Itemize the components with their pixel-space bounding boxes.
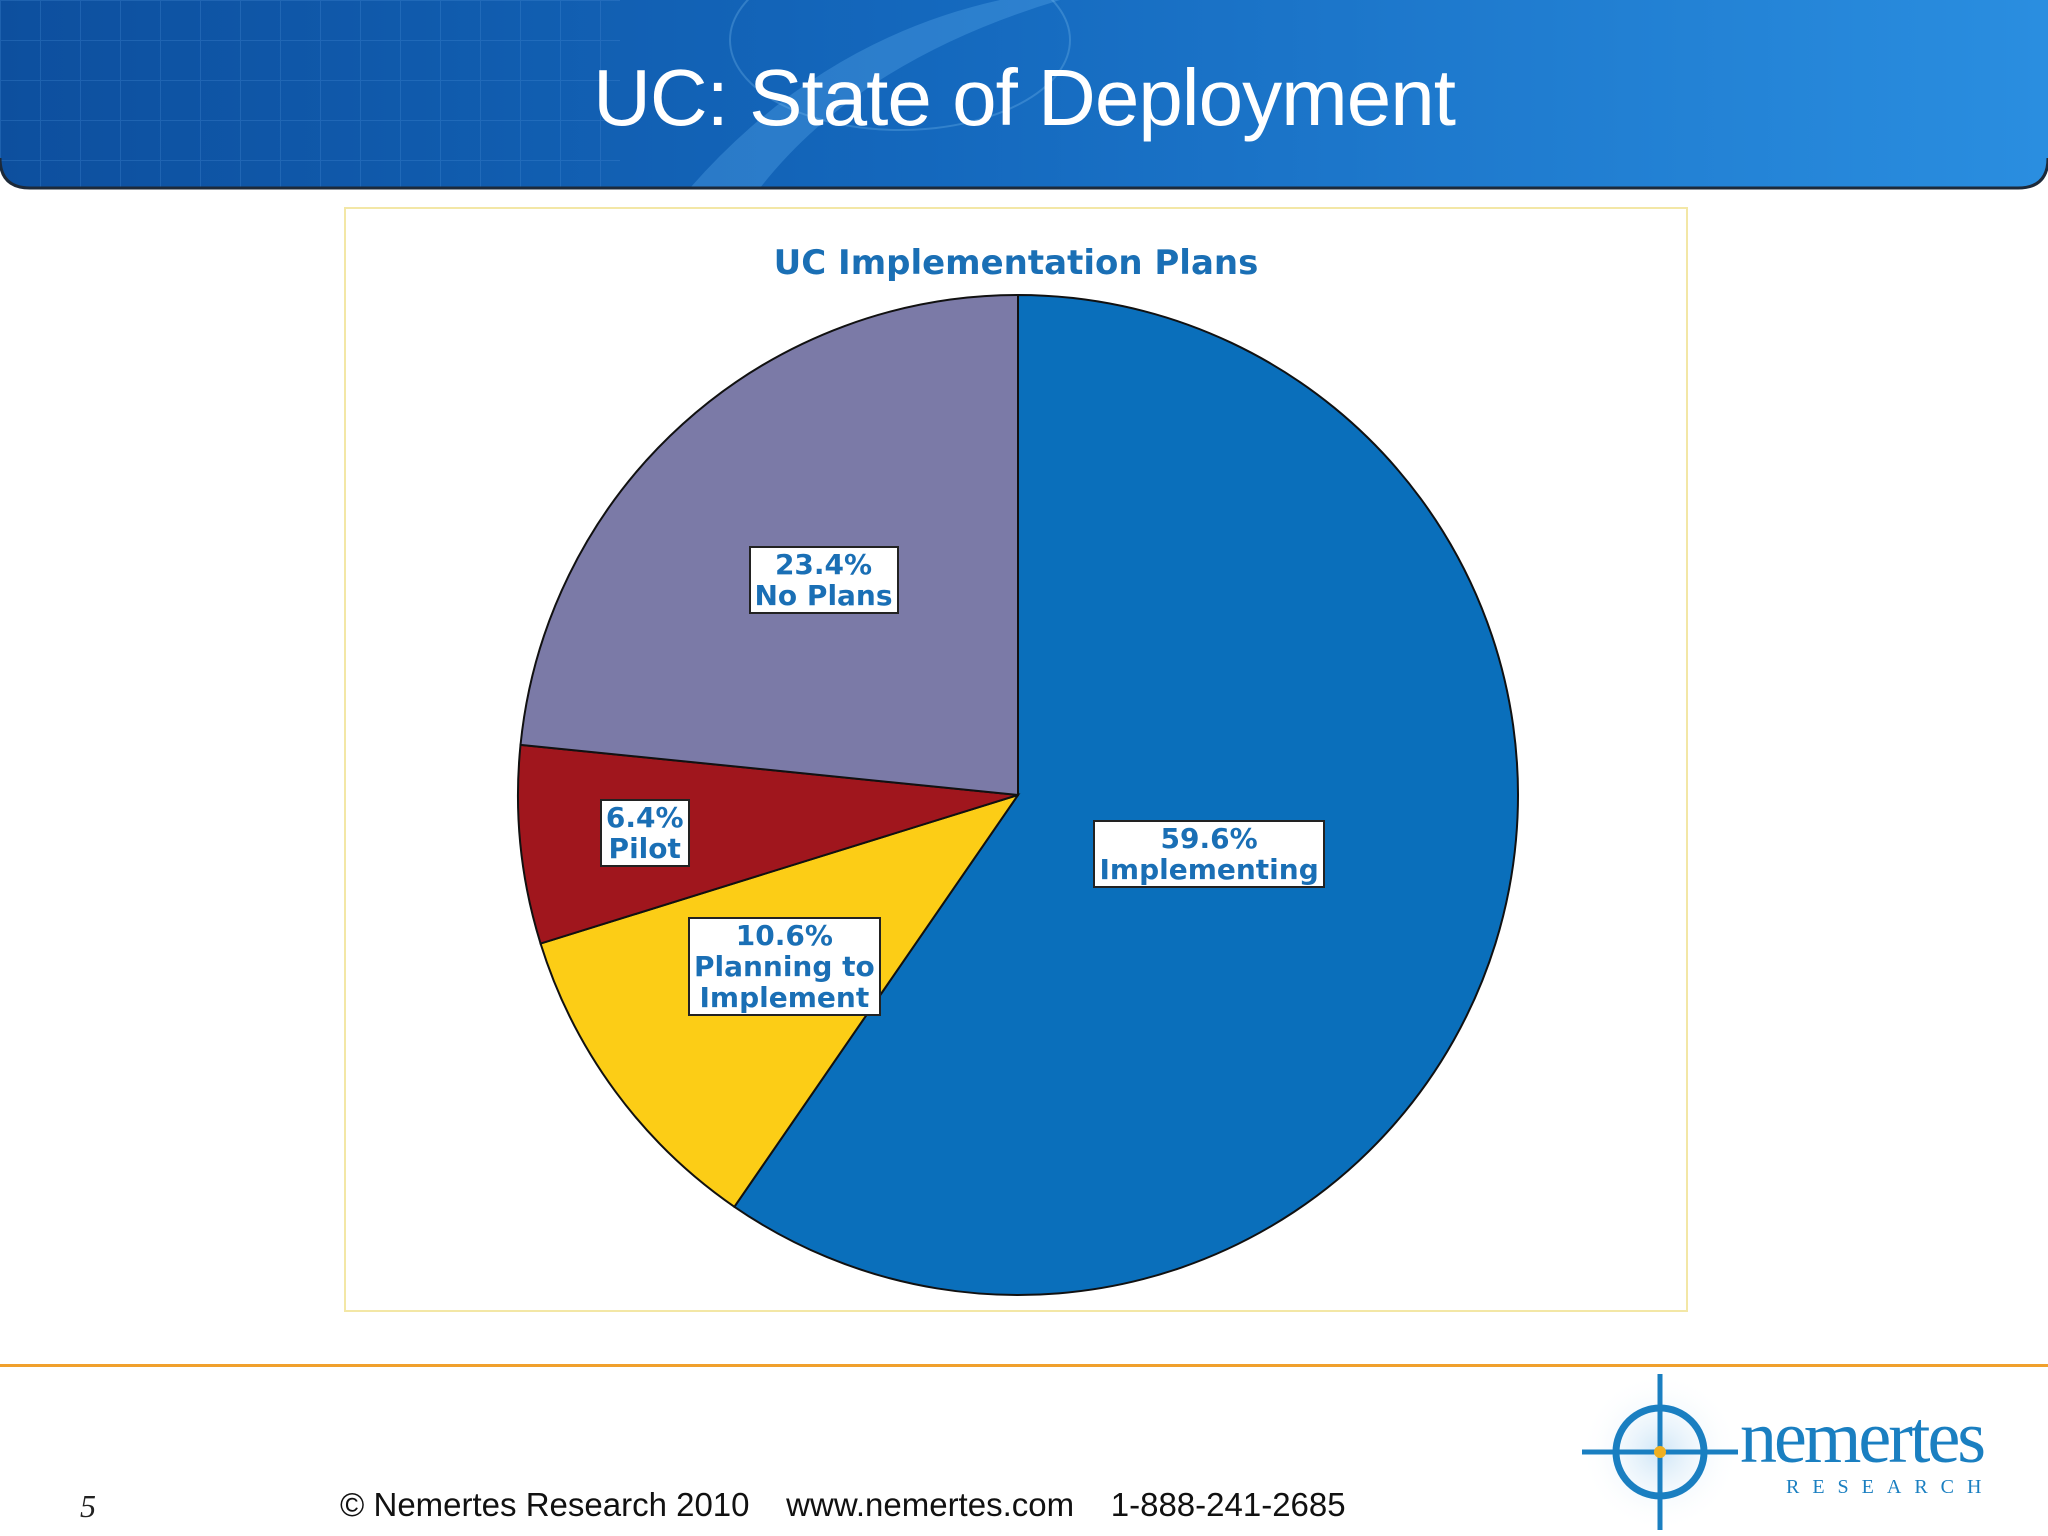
footer-copyright: © Nemertes Research 2010 www.nemertes.co… [340,1486,1346,1523]
crosshair-target-icon [1580,1372,1740,1532]
slice-label-implementing: 59.6% Implementing [1093,820,1325,889]
pie-slice-implementing [732,293,1519,1296]
pie-slice-no-plans [519,293,1019,797]
pie-slice-pilot [517,743,1019,945]
title-banner [0,0,2048,190]
chart-frame: UC Implementation Plans 59.6% Implementin… [344,207,1688,1312]
logo-wordmark: nemertes [1740,1397,1986,1479]
chart-title: UC Implementation Plans [773,243,1259,283]
slice-label-planning-to-implement: 10.6% Planning to Implement [687,917,881,1017]
slice-label-pilot: 6.4% Pilot [599,798,690,867]
logo-subtitle: RESEARCH [1786,1476,1995,1498]
pie-chart [517,293,1519,1296]
page-number: 5 [80,1488,96,1524]
nemertes-logo: nemertes RESEARCH [1578,1368,2018,1536]
slide-title: UC: State of Deployment [593,53,1456,142]
slice-label-no-plans: 23.4% No Plans [748,545,899,614]
footer-divider [0,1364,2048,1367]
